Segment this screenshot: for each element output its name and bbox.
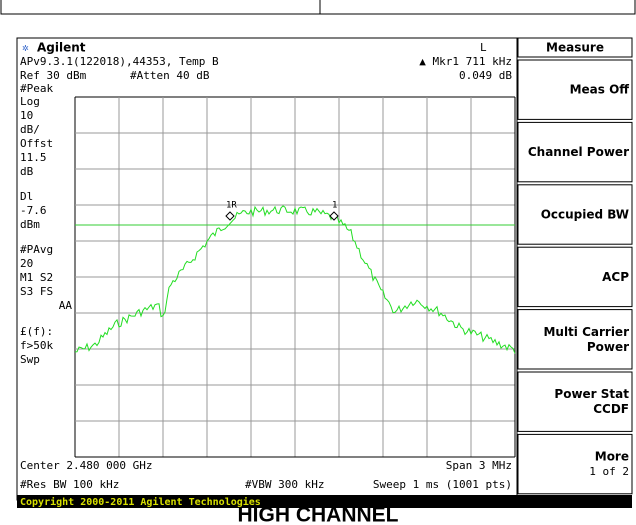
caption: HIGH CHANNEL <box>238 504 399 525</box>
marker-label: 1R <box>226 201 237 211</box>
side-label: AA <box>59 299 73 312</box>
softkey-title: Measure <box>546 41 604 55</box>
side-label: Swp <box>20 353 40 366</box>
softkey[interactable] <box>517 433 633 495</box>
marker-value: 0.049 dB <box>459 69 512 82</box>
side-label: f>50k <box>20 339 53 352</box>
table-border <box>0 0 636 15</box>
softkey-label: CCDF <box>593 402 629 416</box>
graticule <box>74 96 516 458</box>
side-label: Offst <box>20 137 53 150</box>
vbw: #VBW 300 kHz <box>245 478 324 491</box>
side-label: 11.5 <box>20 151 47 164</box>
span: Span 3 MHz <box>446 459 512 472</box>
softkey[interactable] <box>517 371 633 432</box>
side-label: dB <box>20 165 34 178</box>
copyright: Copyright 2000-2011 Agilent Technologies <box>20 496 261 508</box>
softkey-label: Occupied BW <box>541 208 629 222</box>
side-label: M1 S2 <box>20 271 53 284</box>
softkey-label: 1 of 2 <box>589 465 629 478</box>
side-label: -7.6 <box>20 204 47 217</box>
marker-diamonds <box>225 211 339 221</box>
softkey[interactable] <box>517 59 633 120</box>
marker: ▲ Mkr1 711 kHz <box>419 55 512 68</box>
side-label: #Peak <box>20 82 53 95</box>
side-label: Log <box>20 95 40 108</box>
brand: Agilent <box>37 41 86 55</box>
softkey-label: Channel Power <box>528 145 629 159</box>
side-label: dB/ <box>20 123 40 136</box>
copyright-bar <box>17 495 632 508</box>
softkey[interactable] <box>517 309 633 370</box>
center: Center 2.480 000 GHz <box>20 459 152 472</box>
side-label: dBm <box>20 218 40 231</box>
softkey-label: Power <box>587 340 629 354</box>
screen <box>16 37 518 501</box>
side-label: Dl <box>20 190 33 203</box>
side-label: #PAvg <box>20 243 53 256</box>
info: APv9.3.1(122018),44353, Temp B <box>20 55 219 68</box>
side-label: S3 FS <box>20 285 53 298</box>
side-label: £(f): <box>20 325 53 338</box>
softkey-label: Multi Carrier <box>543 325 629 339</box>
ref: Ref 30 dBm <box>20 69 87 82</box>
softkey[interactable] <box>517 121 633 183</box>
marker-label: 1 <box>332 201 337 211</box>
softkey-label: Meas Off <box>570 83 630 97</box>
softkey-title-box <box>517 37 633 58</box>
softkey-label: ACP <box>602 270 629 284</box>
side-label: 20 <box>20 257 33 270</box>
sweep: Sweep 1 ms (1001 pts) <box>373 478 512 491</box>
softkey[interactable] <box>517 184 633 245</box>
logo: ✲ <box>22 41 29 54</box>
atten: #Atten 40 dB <box>130 69 210 82</box>
rbw: #Res BW 100 kHz <box>20 478 119 491</box>
softkey[interactable] <box>517 246 633 308</box>
side-label: 10 <box>20 109 33 122</box>
trace <box>74 205 516 354</box>
mode: L <box>480 41 487 54</box>
softkey-label: Power Stat <box>554 387 629 401</box>
softkey-label: More <box>595 450 629 464</box>
